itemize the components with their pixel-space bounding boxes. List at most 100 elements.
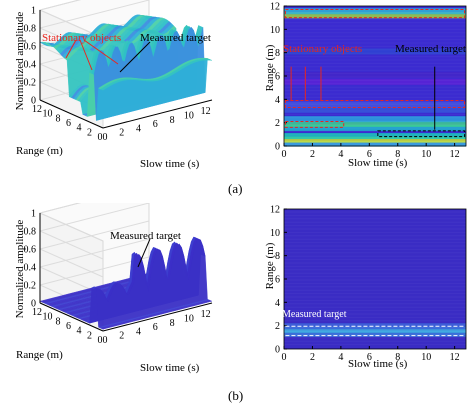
x-tick-label: 4: [338, 352, 343, 363]
annotation-stationary: Stationary objects: [283, 43, 363, 55]
annotation-target: Measured target: [395, 43, 466, 55]
chart-b-2d: 0 2 4 6 8 10 12 0 2 4 6 8 10 12 Range (m) Slow time (…: [250, 203, 474, 383]
grid-line: [39, 248, 104, 278]
y-tick-label: 10: [270, 228, 280, 239]
x-axis-label: Slow time (s): [348, 358, 408, 370]
y-tick-label: 4: [275, 95, 280, 106]
y-tick-label: 2: [275, 321, 280, 332]
chart-a-3d: 0 0.2 0.4 0.6 0.8 1 12 10 8 6 4 2 0 0 2 4 6 8 10 12 Normali…: [0, 0, 232, 180]
z-tick-label: 0.6: [24, 245, 37, 256]
z-tick-label: 1: [31, 209, 36, 220]
x-tick-label: 10: [421, 352, 431, 363]
y-tick-label: 4: [275, 298, 280, 309]
annotation-target: Measured target: [110, 230, 181, 242]
heatmap-band: [284, 323, 466, 330]
chart-b-3d: 0 0.2 0.4 0.6 0.8 1 12 10 8 6 4 2 0 0 2 4 6 8 10 12 Normali…: [0, 203, 232, 383]
chart-a-2d-svg: 0 2 4 6 8 10 12 0 2 4 6 8 10 12: [270, 2, 467, 160]
y-axis-label: Range (m): [264, 44, 276, 92]
annotation-stationary: Stationary objects: [42, 32, 122, 44]
time-tick-label: 0: [103, 132, 108, 143]
surface-strip: [100, 299, 213, 330]
heatmap-band: [284, 136, 466, 143]
heatmap-band: [284, 330, 466, 337]
x-tick-label: 12: [450, 352, 460, 363]
heatmap-band: [284, 116, 466, 123]
heatmap-band: [284, 8, 466, 15]
time-tick-label: 0: [103, 335, 108, 346]
x-tick-label: 8: [395, 149, 400, 160]
z-tick-label: 1: [31, 6, 36, 17]
time-tick-label: 4: [136, 123, 141, 134]
target-arrow: [119, 41, 151, 73]
panel-a-label: (a): [228, 181, 243, 196]
heatmap-band: [284, 326, 466, 333]
surface-strip: [100, 58, 213, 91]
z-tick-label: 0: [31, 299, 36, 310]
x-tick-label: 0: [282, 352, 287, 363]
z-tick-label: 0: [31, 96, 36, 107]
heatmap-band: [284, 106, 466, 113]
annotation-target: Measured target: [282, 309, 347, 320]
y-tick-label: 12: [270, 205, 280, 216]
range-tick-label: 12: [32, 307, 42, 318]
time-tick-label: 2: [119, 128, 124, 139]
x-tick-label: 10: [421, 149, 431, 160]
heatmap-band: [284, 78, 466, 85]
grid-line: [39, 256, 150, 286]
range-tick-label: 8: [56, 113, 61, 124]
z-tick-label: 0.4: [24, 263, 37, 274]
heatmap-band: [284, 12, 466, 19]
range-tick-label: 4: [77, 326, 82, 337]
z-tick-label: 0.2: [24, 78, 37, 89]
time-tick-label: 12: [201, 309, 211, 320]
z-axis-label: Normalized amplitude: [14, 219, 26, 319]
x-tick-label: 4: [338, 149, 343, 160]
heatmap-band: [284, 101, 466, 108]
heatmap-band: [284, 71, 466, 78]
time-tick-label: 4: [136, 326, 141, 337]
stationary-arrow: [65, 39, 77, 59]
stationary-box: [284, 9, 466, 19]
heatmap-band: [284, 133, 466, 140]
y-axis-label: Slow time (s): [140, 158, 200, 170]
time-tick-label: 6: [153, 119, 158, 130]
time-tick-label: 6: [153, 322, 158, 333]
x-axis-label: Range (m): [16, 145, 63, 157]
range-tick-label: 10: [43, 312, 53, 323]
y-axis-label: Slow time (s): [140, 362, 200, 374]
x-tick-label: 6: [367, 149, 372, 160]
y-tick-label: 6: [275, 275, 280, 286]
z-tick-label: 0.2: [24, 281, 37, 292]
stationary-arrow: [83, 39, 119, 65]
range-tick-label: 6: [66, 118, 71, 129]
x-tick-label: 0: [282, 149, 287, 160]
y-tick-label: 2: [275, 118, 280, 129]
z-tick-label: 0.6: [24, 42, 37, 53]
range-tick-label: 2: [87, 330, 92, 341]
y-tick-label: 8: [275, 48, 280, 59]
chart-a-2d: 0 2 4 6 8 10 12 0 2 4 6 8 10 12 Range (m) Slow time (…: [250, 0, 474, 180]
target-box: [377, 130, 466, 138]
z-tick-label: 0.4: [24, 60, 37, 71]
range-tick-label: 12: [32, 104, 42, 115]
target-arrow: [137, 238, 151, 268]
z-axis-label: Normalized amplitude: [14, 11, 26, 111]
chart-b-2d-svg: 0 2 4 6 8 10 12 0 2 4 6 8 10 12: [270, 205, 467, 363]
panel-b-label: (b): [228, 388, 244, 403]
y-axis-label: Range (m): [264, 242, 276, 290]
stationary-box: [284, 100, 466, 108]
grid-line: [39, 0, 150, 29]
y-tick-label: 10: [270, 25, 280, 36]
y-tick-label: 0: [275, 142, 280, 153]
x-tick-label: 2: [310, 352, 315, 363]
range-tick-label: 4: [77, 123, 82, 134]
range-tick-label: 10: [43, 109, 53, 120]
x-tick-label: 12: [450, 149, 460, 160]
time-axis: [102, 302, 213, 332]
grid-line: [39, 0, 81, 11]
stationary-arrow: [79, 39, 93, 71]
range-tick-label: 0: [98, 132, 103, 143]
time-tick-label: 12: [201, 106, 211, 117]
